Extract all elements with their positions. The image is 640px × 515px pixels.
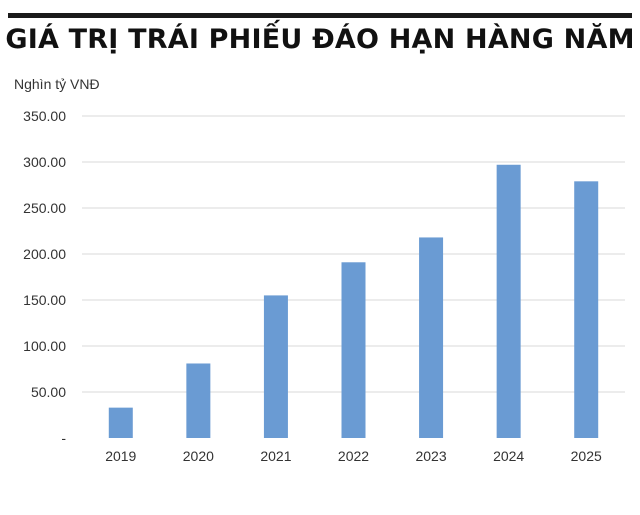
y-tick-label: 150.00 (23, 292, 66, 308)
y-axis-ticks: - 50.00 100.00 150.00 200.00 250.00 300.00 350.… (23, 108, 66, 446)
x-tick-label-2019: 2019 (105, 448, 136, 464)
x-tick-label-2024: 2024 (493, 448, 524, 464)
y-tick-label: 50.00 (31, 384, 66, 400)
bar-2020 (186, 363, 211, 438)
bar-2019 (108, 407, 133, 438)
top-rule (8, 13, 632, 18)
y-axis-unit-label: Nghìn tỷ VNĐ (14, 76, 100, 92)
x-axis-ticks: 2019 2020 2021 2022 2023 2024 2025 (105, 448, 602, 464)
bar-2021 (263, 295, 288, 438)
bar-2024 (496, 164, 521, 438)
y-tick-label: 100.00 (23, 338, 66, 354)
x-tick-label-2023: 2023 (415, 448, 446, 464)
bar-2023 (419, 237, 444, 438)
y-tick-label: 300.00 (23, 154, 66, 170)
y-tick-label: 200.00 (23, 246, 66, 262)
chart-title: GIÁ TRỊ TRÁI PHIẾU ĐÁO HẠN HÀNG NĂM (5, 24, 635, 55)
x-tick-label-2021: 2021 (260, 448, 291, 464)
bar-2025 (574, 181, 599, 438)
y-tick-label: 350.00 (23, 108, 66, 124)
x-tick-label-2025: 2025 (571, 448, 602, 464)
x-tick-label-2020: 2020 (183, 448, 214, 464)
y-tick-label: 250.00 (23, 200, 66, 216)
x-tick-label-2022: 2022 (338, 448, 369, 464)
bars (108, 164, 599, 438)
bar-2022 (341, 262, 366, 438)
y-tick-label: - (61, 430, 66, 446)
